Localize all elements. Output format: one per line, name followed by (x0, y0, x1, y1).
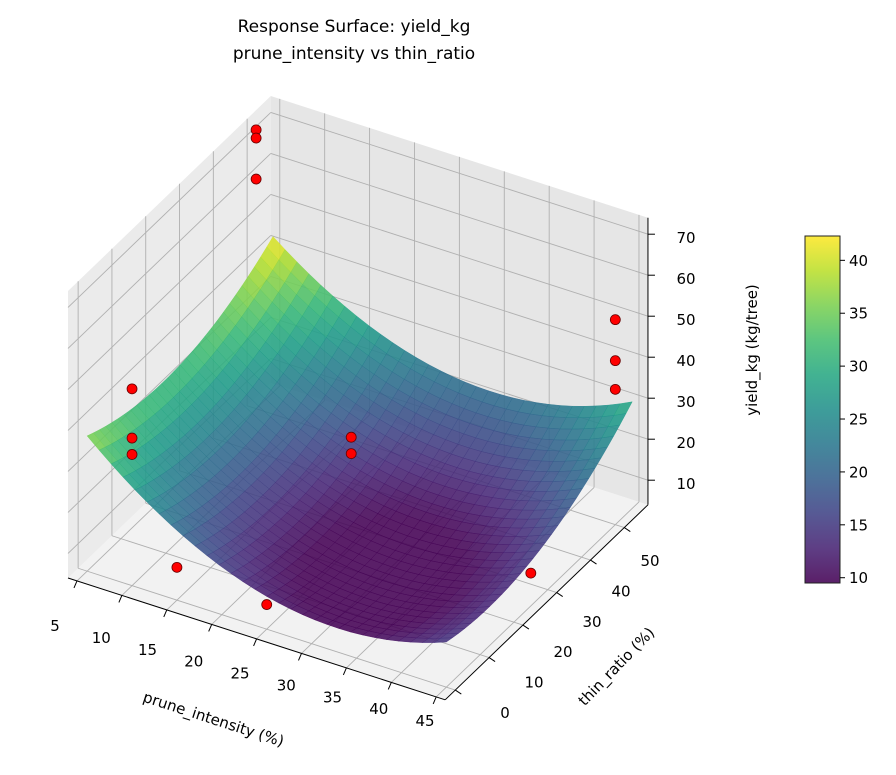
y-tick-label: 30 (582, 613, 601, 631)
data-point (126, 432, 138, 444)
left-grid-line (67, 235, 272, 431)
x-tick (387, 682, 392, 690)
x-tick (342, 667, 347, 676)
observed-points (126, 124, 621, 610)
y-tick-label: 50 (640, 552, 659, 570)
z-tick-label: 20 (676, 434, 695, 452)
chart-subtitle: prune_intensity vs thin_ratio (233, 44, 475, 64)
y-tick (455, 689, 462, 695)
x-tick (118, 595, 123, 603)
data-point (250, 173, 262, 185)
data-point (171, 561, 183, 573)
x-tick-label: 20 (184, 653, 203, 671)
z-tick-label: 30 (676, 393, 695, 411)
x-tick-label: 45 (415, 712, 434, 730)
y-tick (590, 559, 597, 565)
data-point (261, 599, 273, 610)
y-tick (556, 592, 563, 597)
data-point (609, 383, 621, 395)
y-tick (624, 527, 631, 532)
z-tick-label: 10 (676, 475, 695, 493)
left-grid-line (67, 153, 272, 349)
axis-lines (67, 217, 655, 705)
data-point (609, 314, 621, 326)
z-tick-label: 60 (676, 270, 695, 288)
z-tick-label: 70 (676, 229, 695, 247)
data-point (126, 449, 138, 460)
colorbar-gradient (804, 235, 841, 584)
floor-grid-line (78, 567, 456, 691)
y-tick (488, 657, 496, 662)
x-tick (163, 609, 168, 618)
x-tick (208, 624, 213, 632)
x-tick (432, 696, 437, 705)
colorbar-tick-label: 20 (849, 463, 868, 481)
data-point (126, 383, 138, 395)
z-tick-label: 40 (676, 352, 695, 370)
x-tick-label: 25 (230, 665, 249, 683)
y-axis-label: thin_ratio (%) (575, 624, 659, 710)
back-grid-line (270, 111, 649, 235)
x-tick-label: 30 (277, 676, 296, 694)
x-tick (298, 653, 302, 661)
x-tick-label: 35 (323, 688, 342, 706)
colorbar-tick-label: 15 (849, 516, 868, 534)
floor-grid-line (435, 501, 640, 698)
z-axis-label: yield_kg (kg/tree) (743, 284, 762, 416)
surface-patch (433, 637, 454, 643)
data-point (525, 567, 537, 579)
back-grid-line (270, 193, 649, 317)
back-grid-line (270, 152, 649, 276)
x-axis-line (67, 577, 446, 701)
x-tick (253, 638, 258, 647)
colorbar-tick-label: 40 (849, 252, 868, 270)
left-grid-line (67, 112, 272, 308)
colorbar-tick-label: 10 (849, 569, 868, 587)
x-axis-label: prune_intensity (%) (140, 688, 286, 752)
y-axis-line (444, 504, 649, 701)
data-point (250, 132, 262, 144)
colorbar-tick-label: 35 (849, 305, 868, 323)
z-tick-label: 50 (676, 311, 695, 329)
x-tick-label: 10 (92, 629, 111, 647)
data-point (609, 355, 621, 367)
y-tick-label: 10 (524, 674, 543, 692)
x-tick (73, 580, 78, 589)
colorbar-tick-label: 30 (849, 358, 868, 376)
y-tick-label: 40 (611, 582, 630, 600)
colorbar-tick-label: 25 (849, 411, 868, 429)
y-tick (522, 624, 530, 630)
y-tick-label: 0 (500, 704, 510, 722)
data-point (345, 431, 357, 443)
x-tick-label: 40 (369, 700, 388, 718)
tick-labels: 5 10 15 20 25 30 35 40 45 0 10 20 30 40 50 10 20 30 40 50 60… (50, 229, 695, 730)
surface (86, 236, 633, 643)
chart-title: Response Surface: yield_kg (238, 17, 471, 37)
back-grid-line (270, 234, 649, 358)
colorbar: 10 15 20 25 30 35 40 (804, 235, 868, 587)
data-point (345, 448, 357, 460)
left-grid-line (67, 194, 272, 390)
x-tick-label: 5 (50, 617, 60, 635)
x-tick-label: 15 (138, 641, 157, 659)
y-tick-label: 20 (553, 643, 572, 661)
